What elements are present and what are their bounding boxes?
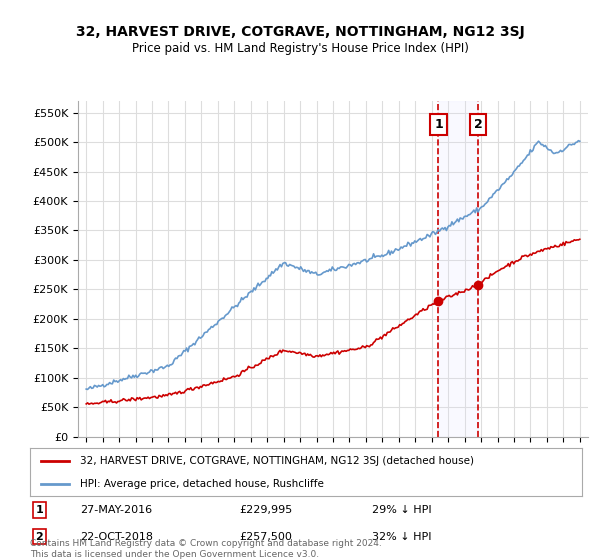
Text: Price paid vs. HM Land Registry's House Price Index (HPI): Price paid vs. HM Land Registry's House … bbox=[131, 42, 469, 55]
Text: Contains HM Land Registry data © Crown copyright and database right 2024.
This d: Contains HM Land Registry data © Crown c… bbox=[30, 539, 382, 559]
Text: 29% ↓ HPI: 29% ↓ HPI bbox=[372, 505, 432, 515]
Text: £229,995: £229,995 bbox=[240, 505, 293, 515]
Text: 27-MAY-2016: 27-MAY-2016 bbox=[80, 505, 152, 515]
Text: 22-OCT-2018: 22-OCT-2018 bbox=[80, 531, 152, 542]
Text: £257,500: £257,500 bbox=[240, 531, 293, 542]
Bar bbox=[439, 101, 478, 437]
Text: 1: 1 bbox=[434, 118, 443, 131]
Text: 32, HARVEST DRIVE, COTGRAVE, NOTTINGHAM, NG12 3SJ: 32, HARVEST DRIVE, COTGRAVE, NOTTINGHAM,… bbox=[76, 25, 524, 39]
Text: 32, HARVEST DRIVE, COTGRAVE, NOTTINGHAM, NG12 3SJ (detached house): 32, HARVEST DRIVE, COTGRAVE, NOTTINGHAM,… bbox=[80, 456, 473, 466]
Text: 32% ↓ HPI: 32% ↓ HPI bbox=[372, 531, 432, 542]
Text: 2: 2 bbox=[35, 531, 43, 542]
Text: 1: 1 bbox=[35, 505, 43, 515]
Text: HPI: Average price, detached house, Rushcliffe: HPI: Average price, detached house, Rush… bbox=[80, 479, 323, 489]
Text: 2: 2 bbox=[473, 118, 482, 131]
